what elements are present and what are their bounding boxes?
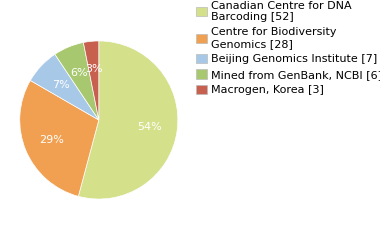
Wedge shape: [20, 80, 99, 196]
Text: 6%: 6%: [70, 67, 88, 78]
Legend: Canadian Centre for DNA
Barcoding [52], Centre for Biodiversity
Genomics [28], B: Canadian Centre for DNA Barcoding [52], …: [196, 1, 380, 95]
Text: 3%: 3%: [85, 64, 103, 74]
Wedge shape: [55, 42, 99, 120]
Text: 29%: 29%: [39, 135, 64, 145]
Wedge shape: [30, 54, 99, 120]
Wedge shape: [78, 41, 178, 199]
Text: 54%: 54%: [137, 122, 162, 132]
Wedge shape: [83, 41, 99, 120]
Text: 7%: 7%: [52, 80, 70, 90]
